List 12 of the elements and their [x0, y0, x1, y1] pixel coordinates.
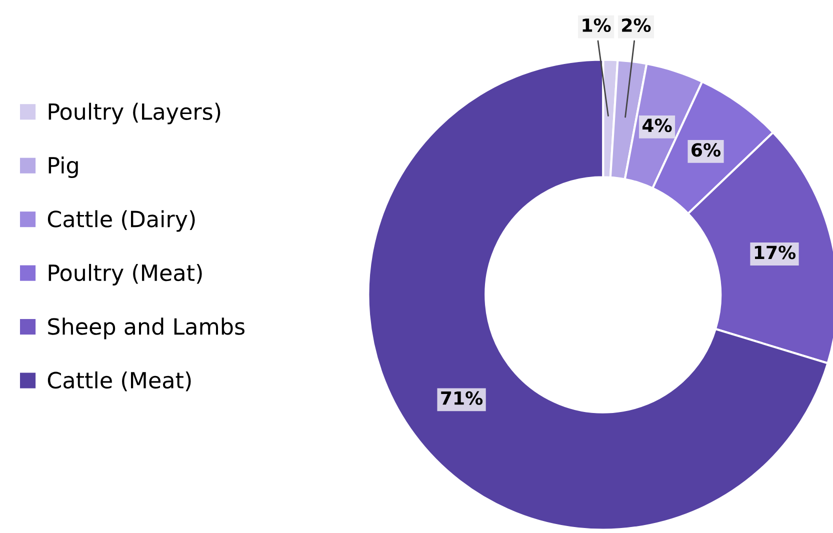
legend-label: Poultry (Meat) — [48, 264, 202, 286]
data-label: 6% — [692, 143, 721, 157]
data-label: 17% — [754, 246, 796, 260]
data-label: 4% — [642, 118, 672, 132]
legend-label: Pig — [48, 156, 78, 178]
legend-label: Poultry (Layers) — [48, 102, 220, 124]
data-label: 2% — [622, 18, 651, 32]
data-label: 1% — [582, 18, 611, 32]
legend-label: Cattle (Dairy) — [48, 210, 195, 232]
legend-label: Cattle (Meat) — [48, 371, 191, 392]
data-label: 71% — [441, 391, 483, 405]
legend-label: Sheep and Lambs — [48, 318, 244, 340]
